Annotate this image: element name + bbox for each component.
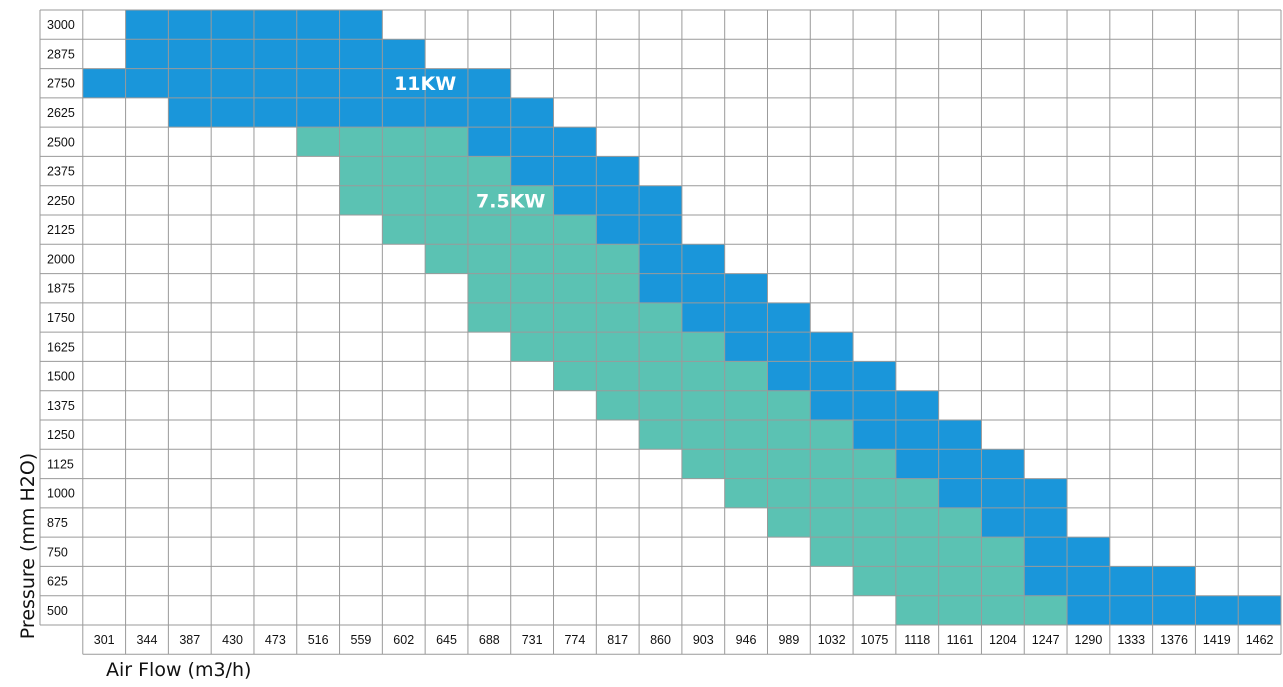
x-tick-label: 387 bbox=[179, 633, 200, 647]
cell-7.5KW-1250 bbox=[639, 420, 854, 450]
cell-11KW-2875 bbox=[125, 39, 426, 69]
cell-11KW-1375 bbox=[810, 390, 939, 420]
y-tick-label: 3000 bbox=[47, 18, 75, 32]
x-tick-label: 1075 bbox=[861, 633, 889, 647]
y-tick-label: 1875 bbox=[47, 282, 75, 296]
y-tick-label: 2375 bbox=[47, 165, 75, 179]
cell-7.5KW-1500 bbox=[553, 361, 768, 391]
zone-label-7.5KW: 7.5KW bbox=[476, 190, 545, 212]
x-tick-label: 903 bbox=[693, 633, 714, 647]
y-tick-label: 1125 bbox=[47, 457, 74, 471]
y-tick-label: 2000 bbox=[47, 252, 75, 266]
cell-11KW-1625 bbox=[724, 332, 854, 362]
y-tick-label: 1375 bbox=[47, 399, 75, 413]
x-tick-label: 1118 bbox=[904, 633, 930, 647]
cell-11KW-1750 bbox=[681, 302, 811, 333]
y-tick-label: 2750 bbox=[47, 77, 75, 91]
cell-7.5KW-750 bbox=[810, 537, 1025, 567]
x-tick-label: 860 bbox=[650, 633, 671, 647]
x-tick-label: 1419 bbox=[1203, 633, 1231, 647]
cell-7.5KW-2250 bbox=[339, 185, 554, 215]
cell-7.5KW-1000 bbox=[724, 478, 939, 508]
cell-11KW-2625 bbox=[168, 97, 554, 128]
cell-7.5KW-875 bbox=[767, 507, 982, 538]
cell-7.5KW-1125 bbox=[681, 449, 896, 479]
cell-11KW-1500 bbox=[767, 361, 896, 391]
y-tick-label: 500 bbox=[47, 604, 68, 618]
y-tick-label: 2625 bbox=[47, 106, 75, 120]
y-tick-labels: 3000 2875 2750 2625 2500 2375 2250 2125 2000 1875… bbox=[47, 18, 75, 618]
x-tick-label: 817 bbox=[607, 633, 628, 647]
x-tick-label: 1462 bbox=[1246, 633, 1274, 647]
cell-7.5KW-1625 bbox=[510, 332, 725, 362]
x-tick-label: 1204 bbox=[989, 633, 1017, 647]
cell-7.5KW-1375 bbox=[596, 390, 811, 420]
cell-11KW-1875 bbox=[639, 273, 768, 303]
x-axis-title: Air Flow (m3/h) bbox=[106, 659, 251, 681]
cell-11KW-500 bbox=[1067, 595, 1281, 625]
cell-7.5KW-1750 bbox=[467, 302, 682, 333]
x-tick-label: 1247 bbox=[1032, 633, 1060, 647]
x-tick-label: 1032 bbox=[818, 633, 846, 647]
cell-7.5KW-2000 bbox=[425, 244, 640, 274]
y-tick-label: 625 bbox=[47, 575, 68, 589]
y-tick-label: 2500 bbox=[47, 135, 75, 149]
x-tick-label: 688 bbox=[479, 633, 500, 647]
y-tick-label: 2250 bbox=[47, 194, 75, 208]
zone-label-11KW: 11KW bbox=[394, 73, 456, 95]
x-tick-label: 602 bbox=[393, 633, 414, 647]
x-tick-label: 1376 bbox=[1160, 633, 1188, 647]
x-tick-label: 645 bbox=[436, 633, 457, 647]
x-tick-label: 1161 bbox=[947, 633, 974, 647]
cell-11KW-2250 bbox=[553, 185, 682, 215]
y-tick-label: 2125 bbox=[47, 223, 75, 237]
grid-layer bbox=[39, 9, 1282, 655]
x-tick-label: 774 bbox=[564, 633, 585, 647]
cell-11KW-2500 bbox=[467, 127, 597, 157]
x-tick-label: 344 bbox=[137, 633, 158, 647]
x-tick-label: 1333 bbox=[1117, 633, 1145, 647]
x-tick-label: 559 bbox=[351, 633, 372, 647]
y-tick-label: 875 bbox=[47, 516, 68, 530]
x-tick-labels: 301 344 387 430 473 516 559 602 645 688 731 774 817 8… bbox=[94, 633, 1274, 647]
cell-11KW-1000 bbox=[938, 478, 1068, 508]
zone-labels: 11KW 7.5KW bbox=[394, 73, 545, 212]
x-tick-label: 1290 bbox=[1075, 633, 1103, 647]
cell-11KW-1125 bbox=[895, 449, 1025, 479]
cell-7.5KW-2125 bbox=[382, 215, 597, 245]
y-tick-label: 2875 bbox=[47, 47, 75, 61]
y-tick-label: 1250 bbox=[47, 428, 75, 442]
y-tick-label: 1750 bbox=[47, 311, 75, 325]
cell-11KW-2375 bbox=[510, 156, 640, 186]
x-tick-label: 430 bbox=[222, 633, 243, 647]
cell-11KW-1250 bbox=[853, 420, 982, 450]
x-tick-label: 731 bbox=[522, 633, 543, 647]
y-axis-title: Pressure (mm H2O) bbox=[17, 453, 39, 639]
y-tick-label: 1000 bbox=[47, 487, 75, 501]
x-tick-label: 473 bbox=[265, 633, 286, 647]
y-tick-label: 1625 bbox=[47, 340, 75, 354]
y-tick-label: 750 bbox=[47, 545, 68, 559]
x-tick-label: 516 bbox=[308, 633, 329, 647]
y-tick-label: 1500 bbox=[47, 370, 75, 384]
x-tick-label: 301 bbox=[94, 633, 115, 647]
x-tick-label: 946 bbox=[736, 633, 757, 647]
x-tick-label: 989 bbox=[778, 633, 799, 647]
